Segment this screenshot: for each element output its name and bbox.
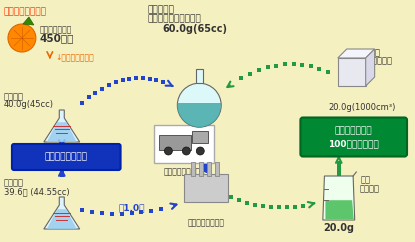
Bar <box>159 135 191 150</box>
Bar <box>215 162 219 176</box>
FancyBboxPatch shape <box>300 118 407 157</box>
Text: ↓リモネン液抽出: ↓リモネン液抽出 <box>56 53 95 62</box>
Text: 100％リサイクル: 100％リサイクル <box>328 139 379 149</box>
Polygon shape <box>47 209 77 229</box>
Polygon shape <box>44 110 80 142</box>
Text: リモネン: リモネン <box>4 178 24 187</box>
Polygon shape <box>338 49 375 58</box>
Text: 再生: 再生 <box>361 175 371 184</box>
Text: ポリスチレンの: ポリスチレンの <box>335 127 373 136</box>
Text: －1.0％: －1.0％ <box>118 204 145 212</box>
Circle shape <box>177 83 221 127</box>
Text: 柑橘系果実の皮: 柑橘系果実の皮 <box>40 25 72 34</box>
Bar <box>207 162 211 176</box>
Text: オレンジ廃物利用: オレンジ廃物利用 <box>4 7 47 16</box>
Text: 20.0g: 20.0g <box>323 223 354 233</box>
Text: 60.0g(65cc): 60.0g(65cc) <box>162 24 227 34</box>
Text: リモネン: リモネン <box>4 92 24 101</box>
Text: 混合液の回収・運搬: 混合液の回収・運搬 <box>164 167 205 176</box>
Text: ペレット: ペレット <box>360 184 380 193</box>
Bar <box>196 69 203 83</box>
Bar <box>192 131 208 143</box>
Text: 発泡スチロールの混合: 発泡スチロールの混合 <box>147 14 201 23</box>
Text: リモネンと: リモネンと <box>147 5 174 14</box>
Polygon shape <box>338 58 366 86</box>
Circle shape <box>182 147 190 155</box>
Circle shape <box>196 147 204 155</box>
Circle shape <box>8 24 36 52</box>
Polygon shape <box>323 176 355 220</box>
Bar <box>191 162 195 176</box>
Polygon shape <box>23 17 34 25</box>
Bar <box>184 174 228 202</box>
Text: 20.0g(1000cm³): 20.0g(1000cm³) <box>329 103 396 112</box>
Text: 発泡: 発泡 <box>371 48 381 57</box>
Text: リモネンの再利用: リモネンの再利用 <box>44 152 87 161</box>
Text: スチロール: スチロール <box>368 56 393 65</box>
Bar <box>199 162 203 176</box>
Polygon shape <box>177 103 221 127</box>
Polygon shape <box>325 200 354 219</box>
Text: 分離・再利用処理: 分離・再利用処理 <box>188 218 225 227</box>
Text: 39.6ｧ (44.55cc): 39.6ｧ (44.55cc) <box>4 187 70 196</box>
Circle shape <box>164 147 172 155</box>
Text: 450個分: 450個分 <box>40 33 74 43</box>
Bar <box>154 125 214 163</box>
Polygon shape <box>47 122 77 142</box>
Text: 40.0g(45cc): 40.0g(45cc) <box>4 100 54 109</box>
FancyBboxPatch shape <box>12 144 121 170</box>
Polygon shape <box>366 49 375 86</box>
Polygon shape <box>44 197 80 229</box>
